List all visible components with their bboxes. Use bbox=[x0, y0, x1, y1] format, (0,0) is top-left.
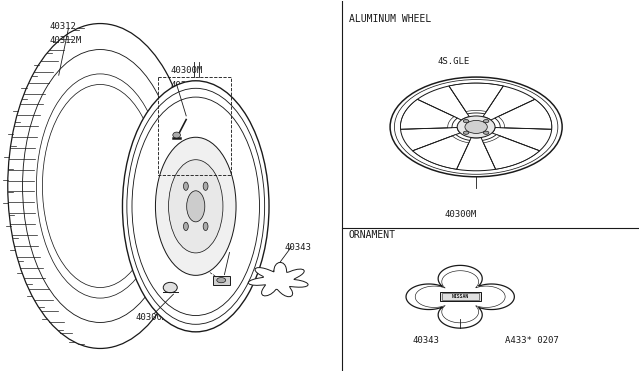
Ellipse shape bbox=[173, 132, 180, 138]
Text: 40300M: 40300M bbox=[444, 210, 477, 219]
Ellipse shape bbox=[203, 182, 208, 190]
Circle shape bbox=[463, 131, 469, 134]
Text: NISSAN: NISSAN bbox=[452, 294, 469, 299]
Text: 40343: 40343 bbox=[412, 336, 439, 344]
Polygon shape bbox=[413, 135, 470, 169]
Polygon shape bbox=[401, 99, 458, 129]
Ellipse shape bbox=[184, 182, 188, 190]
Ellipse shape bbox=[163, 282, 177, 293]
Polygon shape bbox=[401, 128, 460, 151]
Text: 40311: 40311 bbox=[170, 81, 197, 90]
Polygon shape bbox=[456, 138, 496, 171]
Bar bbox=[157, 77, 231, 175]
Text: 4S.GLE: 4S.GLE bbox=[438, 57, 470, 66]
Polygon shape bbox=[449, 83, 503, 114]
Text: 40312: 40312 bbox=[49, 22, 76, 31]
Polygon shape bbox=[483, 86, 535, 120]
Text: A433* 0207: A433* 0207 bbox=[505, 336, 559, 344]
Polygon shape bbox=[248, 262, 308, 297]
Polygon shape bbox=[406, 265, 515, 328]
Text: ALUMINUM WHEEL: ALUMINUM WHEEL bbox=[349, 14, 431, 24]
Circle shape bbox=[390, 77, 562, 177]
Text: 40224: 40224 bbox=[221, 249, 248, 258]
Circle shape bbox=[465, 121, 487, 134]
Bar bbox=[442, 293, 479, 300]
Text: 40312M: 40312M bbox=[49, 36, 81, 45]
Ellipse shape bbox=[203, 222, 208, 231]
Text: 40300A: 40300A bbox=[135, 313, 168, 323]
Bar bbox=[440, 292, 481, 301]
Ellipse shape bbox=[122, 81, 269, 332]
Polygon shape bbox=[492, 128, 552, 151]
Circle shape bbox=[483, 119, 489, 123]
Polygon shape bbox=[417, 86, 469, 120]
Ellipse shape bbox=[168, 160, 223, 253]
Polygon shape bbox=[483, 135, 540, 169]
Circle shape bbox=[463, 119, 469, 123]
Text: 40300M: 40300M bbox=[170, 66, 202, 75]
Text: 40343: 40343 bbox=[285, 243, 312, 252]
Ellipse shape bbox=[184, 222, 188, 231]
Ellipse shape bbox=[156, 137, 236, 275]
Ellipse shape bbox=[42, 84, 158, 288]
Circle shape bbox=[483, 131, 489, 134]
Circle shape bbox=[217, 278, 226, 283]
Bar bbox=[213, 276, 230, 285]
Ellipse shape bbox=[187, 191, 205, 222]
Circle shape bbox=[457, 116, 495, 138]
Text: ORNAMENT: ORNAMENT bbox=[349, 230, 396, 240]
Polygon shape bbox=[495, 99, 552, 129]
